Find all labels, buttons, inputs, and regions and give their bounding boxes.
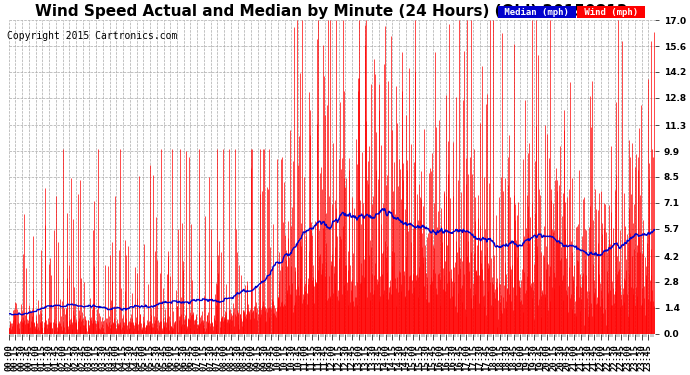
Text: Copyright 2015 Cartronics.com: Copyright 2015 Cartronics.com: [7, 32, 177, 41]
Text: Wind (mph): Wind (mph): [579, 8, 643, 16]
Title: Wind Speed Actual and Median by Minute (24 Hours) (Old) 20150813: Wind Speed Actual and Median by Minute (…: [35, 4, 628, 19]
Text: Median (mph): Median (mph): [500, 8, 575, 16]
